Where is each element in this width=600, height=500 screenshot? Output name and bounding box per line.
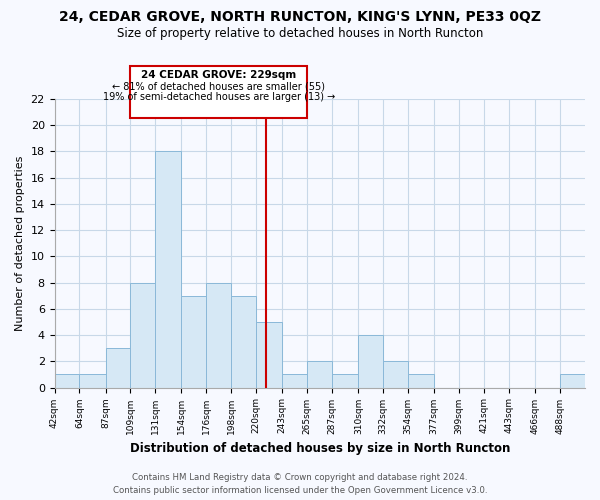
Bar (130, 282, 155, 388)
Bar (307, 362, 332, 388)
Text: 19% of semi-detached houses are larger (13) →: 19% of semi-detached houses are larger (… (103, 92, 335, 102)
Text: ← 81% of detached houses are smaller (55): ← 81% of detached houses are smaller (55… (112, 82, 325, 92)
Bar (106, 348, 130, 388)
Text: Size of property relative to detached houses in North Runcton: Size of property relative to detached ho… (117, 28, 483, 40)
Bar (383, 362, 408, 388)
Bar (332, 374, 358, 388)
Bar (256, 322, 283, 388)
Bar (358, 335, 383, 388)
Bar (283, 374, 307, 388)
Bar (232, 296, 256, 388)
Y-axis label: Number of detached properties: Number of detached properties (15, 156, 25, 331)
Text: Contains HM Land Registry data © Crown copyright and database right 2024.
Contai: Contains HM Land Registry data © Crown c… (113, 473, 487, 495)
X-axis label: Distribution of detached houses by size in North Runcton: Distribution of detached houses by size … (130, 442, 510, 455)
FancyBboxPatch shape (130, 66, 307, 118)
Text: 24, CEDAR GROVE, NORTH RUNCTON, KING'S LYNN, PE33 0QZ: 24, CEDAR GROVE, NORTH RUNCTON, KING'S L… (59, 10, 541, 24)
Bar (155, 152, 181, 388)
Bar (181, 296, 206, 388)
Bar (79, 374, 106, 388)
Bar (55, 374, 79, 388)
Bar (408, 374, 434, 388)
Bar (560, 374, 585, 388)
Text: 24 CEDAR GROVE: 229sqm: 24 CEDAR GROVE: 229sqm (141, 70, 296, 80)
Bar (206, 282, 232, 388)
